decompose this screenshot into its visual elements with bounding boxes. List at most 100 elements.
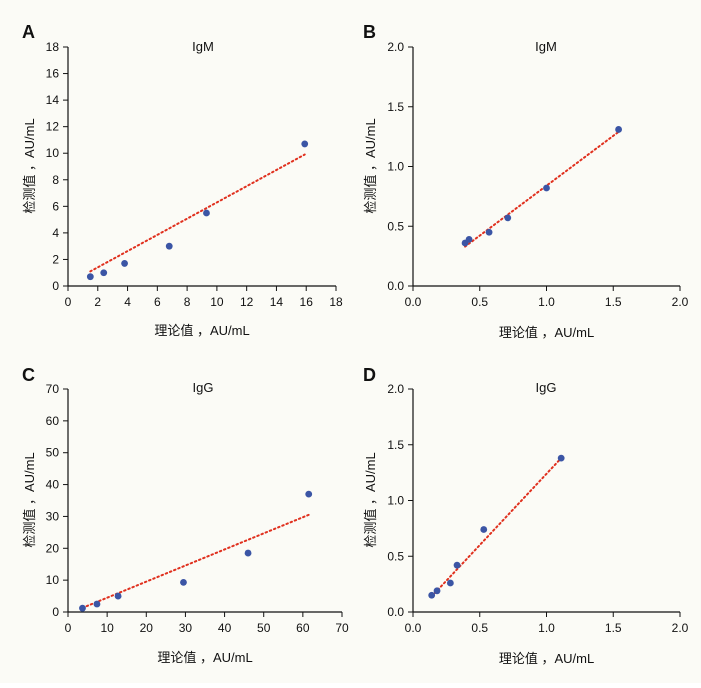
y-tick-label: 10 (46, 146, 60, 160)
y-tick-label: 14 (46, 93, 60, 107)
x-tick-label: 2.0 (672, 621, 689, 635)
fit-line (81, 513, 310, 609)
y-tick-label: 16 (46, 67, 60, 81)
data-point (93, 600, 101, 608)
y-tick-label: 30 (46, 509, 60, 523)
y-tick-label: 1.0 (387, 494, 404, 508)
x-tick-label: 70 (335, 621, 349, 635)
x-tick-label: 0.0 (405, 621, 422, 635)
x-tick-label: 0.5 (471, 621, 488, 635)
x-axis-label: 理论值 ，AU/mL (154, 323, 249, 338)
data-point (86, 273, 94, 281)
y-tick-label: 0.0 (387, 279, 404, 293)
y-axis-label: 检测值 ，AU/mL (363, 452, 378, 547)
y-tick-label: 0.5 (387, 219, 404, 233)
x-tick-label: 14 (270, 295, 284, 309)
y-axis-label: 检测值 ，AU/mL (22, 118, 37, 213)
data-point (180, 578, 187, 586)
y-axis-label: 检测值 ，AU/mL (22, 452, 37, 547)
x-tick-label: 2.0 (672, 295, 689, 309)
data-point (543, 184, 550, 192)
fit-line (430, 457, 563, 598)
fit-line (89, 153, 306, 273)
x-axis-label: 理论值 ，AU/mL (157, 650, 252, 665)
data-point (244, 549, 252, 557)
panel-c: C IgG 0 10 20 30 40 50 60 70 0 10 20 30 40 50 60 70 理论值 ，A… (22, 365, 349, 665)
x-tick-label: 1.5 (605, 295, 622, 309)
y-tick-label: 2 (52, 252, 59, 266)
chart-title: IgG (193, 380, 214, 395)
fit-line (464, 130, 620, 248)
data-point (79, 604, 86, 612)
data-point (305, 490, 313, 498)
chart-title: IgM (535, 39, 557, 54)
x-tick-label: 8 (184, 295, 191, 309)
chart-title: IgG (536, 380, 557, 395)
data-point (504, 214, 512, 222)
y-tick-label: 6 (52, 199, 59, 213)
panel-letter: A (22, 22, 35, 42)
y-tick-label: 0 (52, 279, 59, 293)
y-axis-label: 检测值 ，AU/mL (363, 118, 378, 213)
x-tick-label: 1.5 (605, 621, 622, 635)
data-point (615, 126, 622, 133)
x-tick-label: 10 (210, 295, 224, 309)
y-tick-label: 0.5 (387, 549, 404, 563)
x-tick-label: 12 (240, 295, 254, 309)
x-axis-label: 理论值 ，AU/mL (499, 651, 594, 666)
x-tick-label: 1.0 (538, 295, 555, 309)
x-tick-label: 40 (218, 621, 232, 635)
x-tick-label: 10 (100, 621, 114, 635)
data-point (485, 228, 493, 236)
x-tick-label: 18 (329, 295, 343, 309)
y-tick-label: 1.0 (387, 160, 404, 174)
data-point (433, 587, 441, 595)
panel-a: A IgM 0 2 4 6 8 10 12 14 16 18 0 2 4 6 8 10 12 14 16 18 理论值 ，A… (22, 22, 343, 338)
data-point (465, 235, 473, 243)
x-tick-label: 16 (300, 295, 314, 309)
panel-letter: B (363, 22, 376, 42)
data-point (100, 269, 108, 277)
x-tick-label: 30 (179, 621, 193, 635)
data-point (203, 209, 210, 217)
x-tick-label: 20 (140, 621, 154, 635)
data-point (453, 561, 461, 569)
y-tick-label: 1.5 (387, 438, 404, 452)
y-tick-label: 12 (46, 120, 60, 134)
x-tick-label: 50 (257, 621, 271, 635)
data-point (121, 260, 128, 267)
y-tick-label: 4 (52, 226, 59, 240)
x-tick-label: 0.5 (471, 295, 488, 309)
data-point (114, 592, 122, 600)
y-tick-label: 20 (46, 541, 60, 555)
panel-d: D IgG 0.0 0.5 1.0 1.5 2.0 0.0 0.5 1.0 1.5 2.0 理论值 ，A… (363, 365, 689, 666)
x-axis-label: 理论值 ，AU/mL (499, 325, 594, 340)
y-tick-label: 0 (52, 605, 59, 619)
y-tick-label: 8 (52, 173, 59, 187)
y-tick-label: 70 (46, 382, 60, 396)
x-tick-label: 1.0 (538, 621, 555, 635)
y-tick-label: 2.0 (387, 382, 404, 396)
x-tick-label: 6 (154, 295, 161, 309)
data-point (165, 242, 173, 250)
x-tick-label: 0 (65, 621, 72, 635)
y-tick-label: 40 (46, 478, 60, 492)
x-tick-label: 4 (124, 295, 131, 309)
y-tick-label: 18 (46, 40, 60, 54)
y-tick-label: 60 (46, 414, 60, 428)
panel-b: B IgM 0.0 0.5 1.0 1.5 2.0 0.0 0.5 1.0 1.5 2.0 理论值 ，A… (363, 22, 689, 340)
x-tick-label: 0.0 (405, 295, 422, 309)
y-tick-label: 10 (46, 573, 60, 587)
data-point (446, 579, 454, 587)
data-point (301, 140, 309, 148)
data-point (557, 454, 565, 462)
y-tick-label: 50 (46, 446, 60, 460)
panel-letter: C (22, 365, 35, 385)
x-tick-label: 60 (296, 621, 310, 635)
y-tick-label: 2.0 (387, 40, 404, 54)
y-tick-label: 0.0 (387, 605, 404, 619)
data-point (428, 591, 436, 599)
data-point (480, 526, 488, 533)
